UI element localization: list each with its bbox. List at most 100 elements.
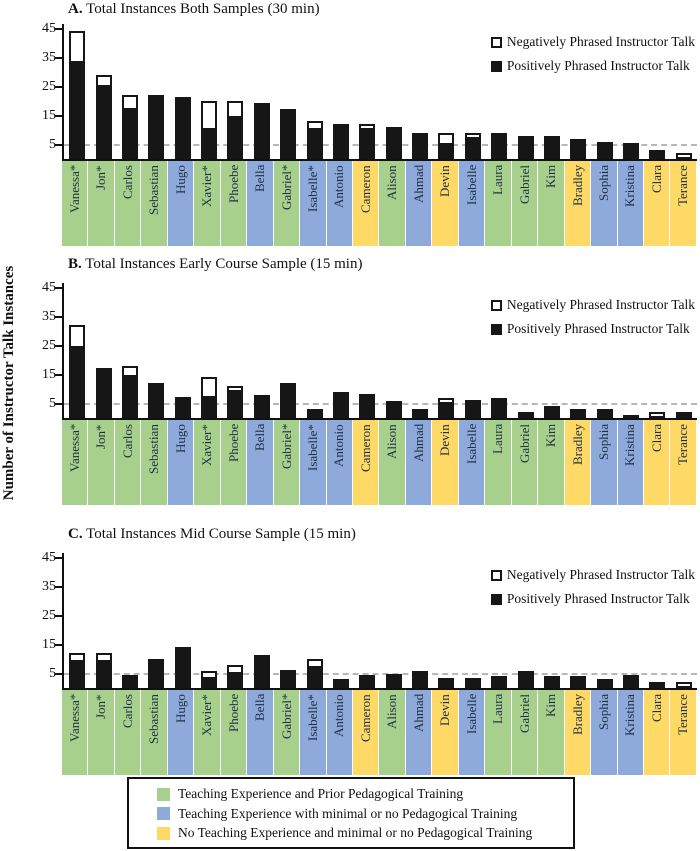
negative-talk-segment [95, 653, 112, 662]
x-label-cell-isabelle: Isabelle* [300, 690, 327, 775]
x-label-hugo: Hugo [172, 424, 188, 453]
positive-talk-segment [148, 95, 165, 159]
y-tick-label-25: 25 [42, 607, 56, 623]
y-tick-label-5: 5 [49, 136, 56, 152]
bar-bella [249, 655, 275, 688]
open-square-icon [490, 36, 502, 48]
positive-talk-segment [359, 397, 376, 418]
negative-talk-segment [121, 95, 138, 110]
negative-talk-segment [649, 412, 666, 418]
bar-gabriel [512, 135, 538, 159]
bar-laura [486, 397, 512, 418]
x-label-antonio: Antonio [331, 165, 347, 208]
y-tick-label-15: 15 [42, 636, 56, 652]
y-tick-label-25: 25 [42, 337, 56, 353]
x-label-gabriel: Gabriel [516, 694, 532, 733]
x-label-cell-kristina: Kristina [617, 161, 644, 246]
y-tick-mark [55, 585, 63, 588]
y-tick-mark [55, 114, 63, 117]
x-label-cell-isabelle: Isabelle [458, 161, 486, 246]
x-label-laura: Laura [490, 424, 506, 455]
x-label-cell-xavier: Xavier* [194, 161, 221, 246]
x-label-cell-kristina: Kristina [617, 420, 644, 505]
chart-a-title-prefix: A. [68, 1, 83, 17]
positive-talk-segment [412, 132, 429, 159]
x-label-devin: Devin [437, 424, 453, 456]
legend-positive-label: Positively Phrased Instructor Talk [506, 591, 690, 606]
bar-alison [381, 400, 407, 418]
x-label-cell-jon: Jon* [88, 420, 115, 505]
positive-talk-segment [464, 403, 481, 418]
negative-talk-segment [121, 675, 138, 680]
x-label-cell-gabriel: Gabriel [511, 161, 539, 246]
x-label-jon: Jon* [93, 694, 109, 719]
x-label-clara: Clara [648, 694, 664, 723]
positive-talk-segment [596, 679, 613, 688]
x-label-cell-sophia: Sophia [591, 690, 618, 775]
group-legend-row-blue: Teaching Experience with minimal or no P… [157, 806, 569, 822]
positive-talk-segment [121, 377, 138, 418]
y-tick-mark [55, 672, 63, 675]
x-label-gabriel: Gabriel [516, 165, 532, 204]
bar-isabelle [301, 659, 327, 688]
bar-phoebe [222, 386, 248, 418]
x-label-cell-kim: Kim [538, 690, 565, 775]
negative-talk-segment [69, 31, 86, 64]
bar-isabelle [460, 132, 486, 159]
filled-square-icon [490, 593, 502, 605]
positive-talk-segment [306, 667, 323, 688]
x-label-cell-isabelle: Isabelle* [300, 420, 327, 505]
y-tick-label-25: 25 [42, 78, 56, 94]
positive-talk-segment [148, 659, 165, 688]
open-square-icon [490, 569, 502, 581]
negative-talk-segment [464, 132, 481, 139]
bar-ahmad [407, 132, 433, 159]
blue-swatch-icon [157, 807, 170, 820]
positive-talk-segment [95, 86, 112, 159]
x-label-cell-phoebe: Phoebe [220, 420, 248, 505]
x-label-cameron: Cameron [357, 165, 373, 213]
x-label-antonio: Antonio [331, 694, 347, 737]
negative-talk-segment [201, 670, 218, 680]
negative-talk-segment [280, 669, 297, 674]
x-label-cell-carlos: Carlos [114, 690, 142, 775]
bar-bella [249, 394, 275, 418]
x-label-bella: Bella [252, 694, 268, 722]
x-label-cell-alison: Alison [379, 690, 406, 775]
x-label-hugo: Hugo [172, 694, 188, 723]
chart-c-name-band: Vanessa* Jon* Carlos Sebastian Hugo Xavier* Ph… [62, 690, 697, 775]
x-label-vanessa: Vanessa* [66, 165, 82, 214]
x-label-cell-cameron: Cameron [352, 690, 380, 775]
bar-cameron [354, 124, 380, 159]
x-label-sebastian: Sebastian [146, 165, 162, 215]
positive-talk-segment [253, 659, 270, 688]
negative-talk-segment [69, 653, 86, 662]
positive-talk-segment [174, 400, 191, 418]
x-label-jon: Jon* [93, 424, 109, 449]
bar-antonio [328, 679, 354, 688]
negative-talk-segment [121, 365, 138, 378]
y-tick-mark [55, 27, 63, 30]
bar-cameron [354, 393, 380, 418]
x-label-laura: Laura [490, 165, 506, 196]
x-label-cell-hugo: Hugo [167, 161, 195, 246]
x-label-cell-bella: Bella [247, 690, 274, 775]
legend-positive-label: Positively Phrased Instructor Talk [506, 321, 690, 336]
negative-talk-segment [306, 659, 323, 668]
legend-positive-row: Positively Phrased Instructor Talk [490, 58, 695, 74]
bar-antonio [328, 391, 354, 418]
x-label-cell-sebastian: Sebastian [141, 161, 168, 246]
negative-talk-segment [675, 153, 692, 159]
bar-sebastian [143, 659, 169, 688]
bar-bradley [565, 676, 591, 688]
green-swatch-icon [157, 787, 170, 801]
group-legend-green-label: Teaching Experience and Prior Pedagogica… [178, 786, 464, 801]
x-label-cell-phoebe: Phoebe [220, 690, 248, 775]
x-label-cell-sophia: Sophia [591, 420, 618, 505]
legend-positive-row: Positively Phrased Instructor Talk [490, 591, 695, 607]
positive-talk-segment [227, 118, 244, 159]
y-tick-label-15: 15 [42, 366, 56, 382]
chart-b-title-text: Total Instances Early Course Sample (15 … [85, 256, 363, 272]
positive-talk-segment [227, 391, 244, 418]
